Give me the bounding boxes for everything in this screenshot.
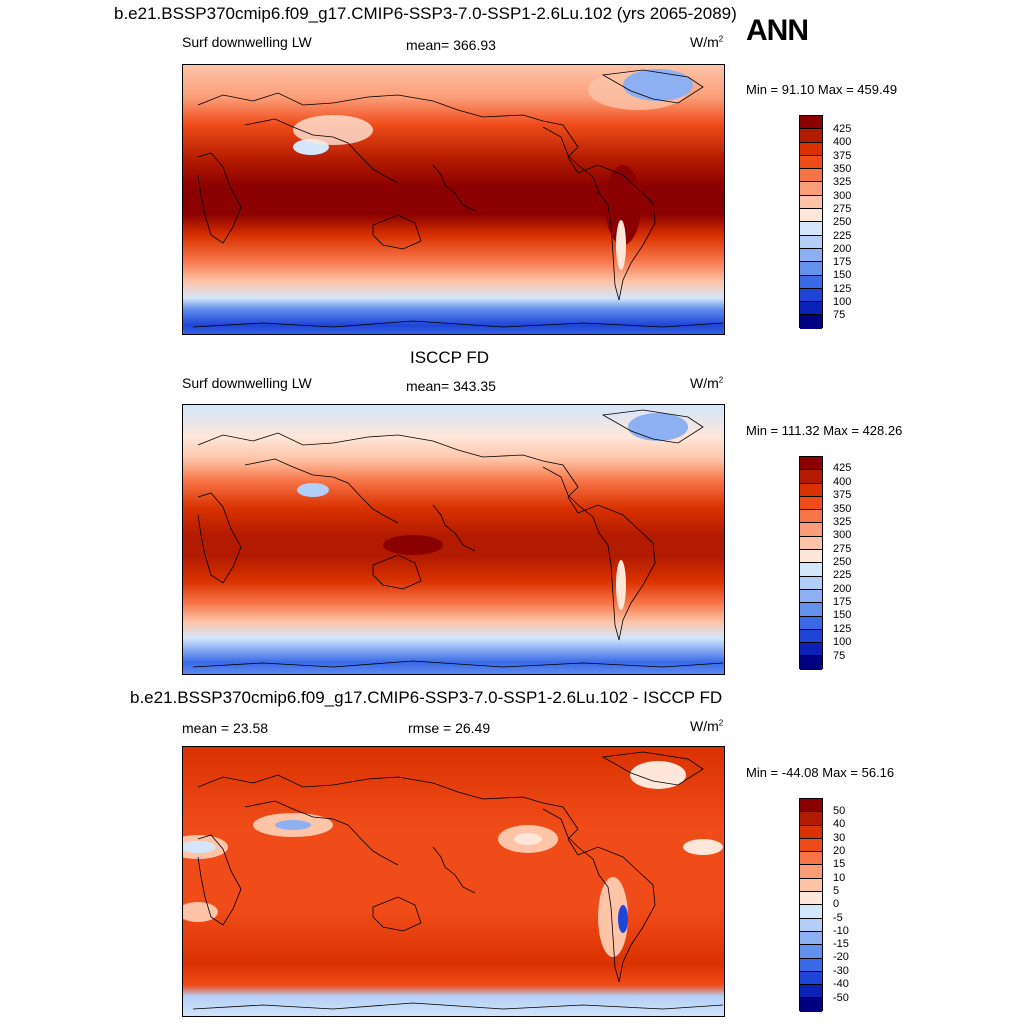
panel2-cbar-label: 225 — [833, 569, 852, 581]
panel1-title: b.e21.BSSP370cmip6.f09_g17.CMIP6-SSP3-7.… — [114, 4, 737, 23]
panel2-cbar-label: 125 — [833, 623, 852, 635]
panel3-cbar-label: -40 — [833, 978, 849, 990]
panel1-cbar-label: 275 — [833, 203, 852, 215]
panel1-minmax: Min = 91.10 Max = 459.49 — [746, 82, 898, 97]
panel1-cbar-label: 150 — [833, 269, 852, 281]
panel2-cbar-label: 325 — [833, 516, 852, 528]
panel3-cbar-label: 10 — [833, 872, 846, 884]
panel2-cbar-label: 275 — [833, 543, 852, 555]
panel3-units: W/m2 — [690, 718, 724, 734]
panel1-cbar-label: 175 — [833, 256, 852, 268]
panel3-cbar-label: 20 — [833, 845, 846, 857]
panel2-units: W/m2 — [690, 375, 724, 391]
panel1-cbar-label: 75 — [833, 309, 846, 321]
panel2-cbar-label: 375 — [833, 489, 852, 501]
panel3-title: b.e21.BSSP370cmip6.f09_g17.CMIP6-SSP3-7.… — [130, 688, 723, 707]
panel2-cbar-label: 200 — [833, 583, 852, 595]
panel1-cbar-label: 250 — [833, 216, 852, 228]
panel3-minmax: Min = -44.08 Max = 56.16 — [746, 765, 895, 780]
panel1-variable: Surf downwelling LW — [182, 34, 312, 50]
panel3-cbar-label: 15 — [833, 858, 846, 870]
panel2-mean: mean= 343.35 — [406, 378, 496, 394]
panel3-cbar-label: -10 — [833, 925, 849, 937]
panel3-cbar-label: -30 — [833, 965, 849, 977]
panel1-cbar-label: 400 — [833, 136, 852, 148]
panel1-cbar-label: 200 — [833, 243, 852, 255]
panel2-cbar-label: 400 — [833, 476, 852, 488]
panel2-variable: Surf downwelling LW — [182, 375, 312, 391]
panel3-cbar-label: 5 — [833, 885, 840, 897]
panel3-map — [182, 746, 725, 1017]
panel3-cbar-label: -20 — [833, 951, 849, 963]
panel3-cbar-label: -5 — [833, 912, 843, 924]
panel1-mean: mean= 366.93 — [406, 37, 496, 53]
panel2-minmax: Min = 111.32 Max = 428.26 — [746, 423, 903, 438]
panel1-colorbar — [799, 115, 823, 329]
panel1-cbar-label: 125 — [833, 283, 852, 295]
panel1-map — [182, 64, 725, 335]
panel2-colorbar — [799, 456, 823, 670]
panel2-cbar-label: 425 — [833, 462, 852, 474]
panel2-cbar-label: 150 — [833, 609, 852, 621]
panel3-mean: mean = 23.58 — [182, 720, 269, 736]
panel2-cbar-label: 350 — [833, 503, 852, 515]
panel1-units: W/m2 — [690, 34, 724, 50]
panel1-cbar-label: 300 — [833, 190, 852, 202]
panel3-cbar-label: 30 — [833, 832, 846, 844]
panel3-rmse: rmse = 26.49 — [408, 720, 491, 736]
panel1-cbar-label: 375 — [833, 150, 852, 162]
panel2-title: ISCCP FD — [410, 348, 490, 367]
panel2-cbar-label: 175 — [833, 596, 852, 608]
panel1-cbar-label: 425 — [833, 123, 852, 135]
panel3-cbar-label: 40 — [833, 818, 846, 830]
panel3-colorbar — [799, 798, 823, 1012]
panel1-cbar-label: 225 — [833, 230, 852, 242]
panel1-cbar-label: 100 — [833, 296, 852, 308]
panel1-cbar-label: 325 — [833, 176, 852, 188]
panel2-cbar-label: 300 — [833, 529, 852, 541]
panel2-cbar-label: 250 — [833, 556, 852, 568]
panel3-cbar-label: -50 — [833, 992, 849, 1004]
season-label: ANN — [746, 14, 809, 47]
panel3-cbar-label: -15 — [833, 938, 849, 950]
panel2-cbar-label: 75 — [833, 650, 846, 662]
panel3-cbar-label: 50 — [833, 805, 846, 817]
panel2-map — [182, 404, 725, 675]
panel3-cbar-label: 0 — [833, 898, 840, 910]
panel2-cbar-label: 100 — [833, 636, 852, 648]
panel1-cbar-label: 350 — [833, 163, 852, 175]
